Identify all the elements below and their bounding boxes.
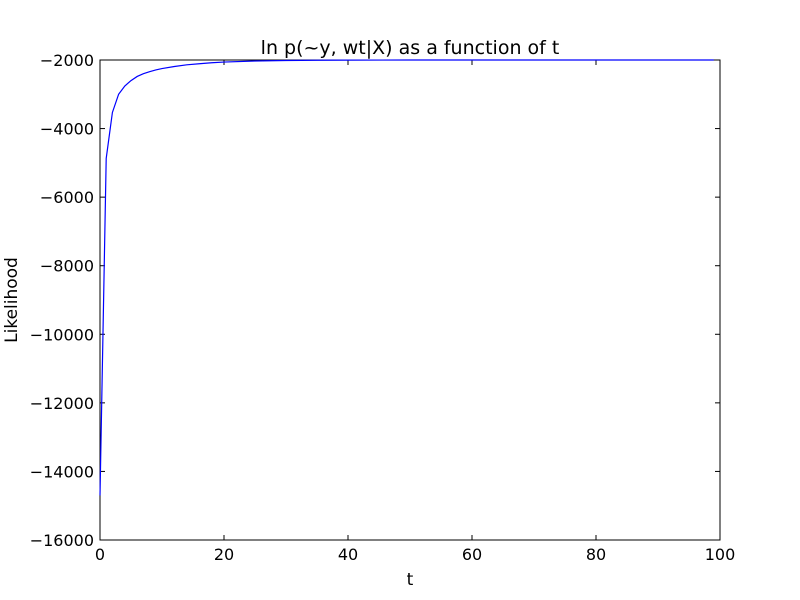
- y-tick-label: −4000: [40, 120, 94, 139]
- y-tick-label: −2000: [40, 51, 94, 70]
- y-axis-label: Likelihood: [2, 257, 22, 343]
- ticks-group: 0 20 40 60 80 100 −16000 −14000 −12000 −10000 −800…: [30, 51, 736, 564]
- y-tick-label: −10000: [30, 325, 94, 344]
- x-tick-label: 100: [705, 545, 736, 564]
- y-tick-label: −16000: [30, 531, 94, 550]
- plot-frame: [99, 59, 721, 541]
- series-line: [99, 59, 714, 496]
- x-tick-label: 40: [338, 545, 358, 564]
- x-axis-label: t: [407, 570, 414, 590]
- y-tick-label: −12000: [30, 394, 94, 413]
- x-tick-label: 80: [586, 545, 606, 564]
- x-tick-label: 20: [214, 545, 234, 564]
- x-tick-label: 0: [95, 545, 105, 564]
- chart-title: ln p(~y, wt|X) as a function of t: [261, 37, 560, 59]
- y-tick-label: −8000: [40, 257, 94, 276]
- x-tick-label: 60: [462, 545, 482, 564]
- y-tick-label: −14000: [30, 462, 94, 481]
- y-tick-label: −6000: [40, 188, 94, 207]
